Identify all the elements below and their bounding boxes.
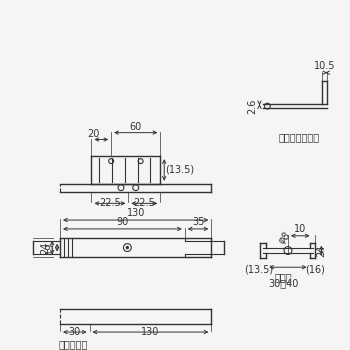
Text: 2.6: 2.6 bbox=[247, 98, 258, 114]
Text: 10: 10 bbox=[294, 224, 306, 234]
Text: 35: 35 bbox=[192, 217, 204, 227]
Text: 24: 24 bbox=[316, 244, 326, 257]
Text: 非常解錠用キー: 非常解錠用キー bbox=[278, 133, 319, 143]
Text: 22.5: 22.5 bbox=[133, 198, 155, 208]
Text: ドア厚: ドア厚 bbox=[274, 272, 292, 282]
Text: 30: 30 bbox=[69, 327, 81, 337]
Text: φ8: φ8 bbox=[276, 230, 292, 246]
Circle shape bbox=[126, 247, 128, 248]
Text: 60: 60 bbox=[130, 122, 142, 132]
Text: 10.5: 10.5 bbox=[314, 61, 336, 71]
Text: (13.5): (13.5) bbox=[165, 165, 194, 175]
Text: ストローク: ストローク bbox=[58, 339, 88, 349]
Text: 20: 20 bbox=[87, 128, 100, 139]
Text: 19: 19 bbox=[45, 241, 55, 254]
Text: 24: 24 bbox=[40, 241, 50, 254]
Text: 130: 130 bbox=[126, 208, 145, 218]
Text: 90: 90 bbox=[116, 217, 128, 227]
Text: 130: 130 bbox=[141, 327, 160, 337]
Text: (13.5): (13.5) bbox=[244, 264, 273, 274]
Text: (16): (16) bbox=[306, 264, 326, 274]
Text: 30〜40: 30〜40 bbox=[268, 278, 298, 288]
Text: 22.5: 22.5 bbox=[99, 198, 121, 208]
